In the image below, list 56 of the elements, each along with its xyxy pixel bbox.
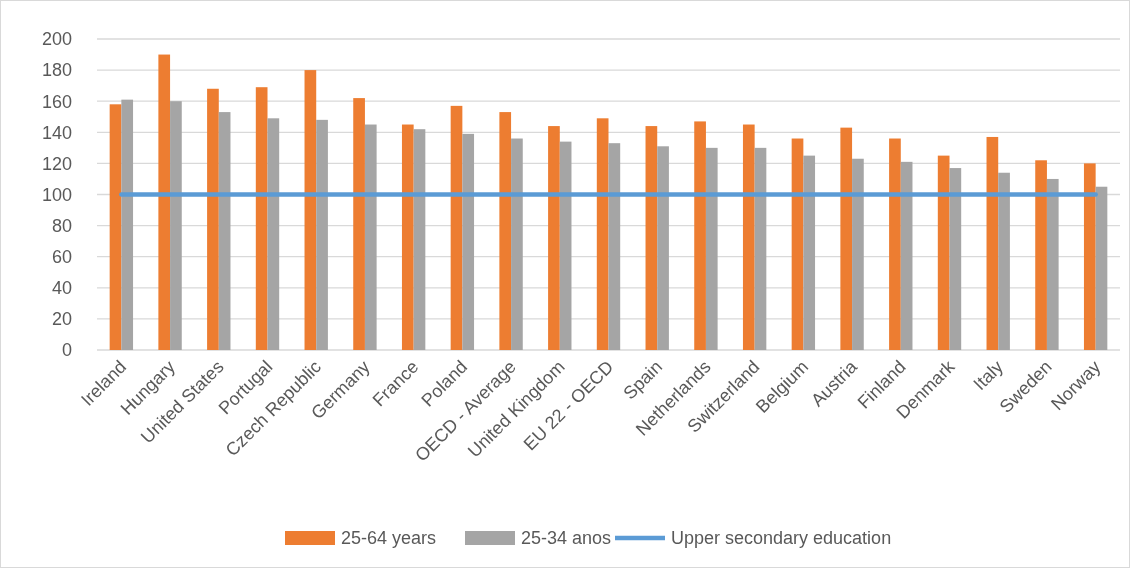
bar (304, 70, 317, 350)
bar (889, 138, 901, 350)
y-tick-label: 140 (41, 122, 72, 143)
bar (645, 126, 658, 350)
bar (218, 112, 231, 350)
bar (742, 124, 755, 350)
bar (255, 87, 268, 350)
y-tick-label: 40 (51, 278, 72, 299)
bar (207, 88, 219, 350)
bar (121, 99, 134, 350)
bar (596, 118, 609, 350)
bar (511, 138, 523, 350)
bar (548, 126, 560, 350)
bar (499, 112, 512, 350)
bar (657, 146, 669, 350)
bar (413, 129, 426, 350)
bar (364, 124, 377, 350)
bar (353, 98, 365, 350)
bar (754, 147, 767, 350)
y-tick-label: 120 (41, 153, 72, 174)
y-tick-label: 100 (41, 184, 72, 205)
bar (401, 124, 414, 350)
bar (170, 101, 182, 350)
bar (267, 118, 280, 350)
bar (949, 168, 962, 350)
bar (316, 119, 328, 350)
bar (803, 155, 816, 350)
bar (158, 54, 171, 350)
bar (694, 121, 706, 350)
bar (1035, 160, 1047, 350)
bar (1083, 163, 1096, 350)
y-tick-label: 0 (61, 340, 72, 361)
bar (852, 158, 864, 350)
y-tick-label: 20 (51, 309, 72, 330)
bar (791, 138, 804, 350)
y-tick-label: 200 (41, 29, 72, 50)
y-tick-label: 60 (51, 247, 72, 267)
bar (1095, 186, 1108, 350)
y-tick-label: 80 (51, 215, 72, 236)
bar (559, 141, 572, 350)
bar (986, 136, 999, 350)
bar (998, 172, 1010, 350)
bar (937, 155, 950, 350)
legend-label: Upper secondary education (671, 528, 892, 549)
bar (900, 161, 913, 350)
bar (608, 143, 621, 350)
legend-label: 25-64 years (341, 528, 437, 549)
bar (840, 127, 853, 350)
y-tick-label: 160 (41, 91, 72, 112)
bar (1046, 178, 1059, 350)
bar (705, 147, 718, 350)
bar (462, 133, 475, 350)
y-tick-label: 180 (41, 60, 72, 81)
bar (450, 105, 463, 350)
legend-label: 25-34 anos (521, 528, 612, 549)
bar (109, 104, 122, 350)
